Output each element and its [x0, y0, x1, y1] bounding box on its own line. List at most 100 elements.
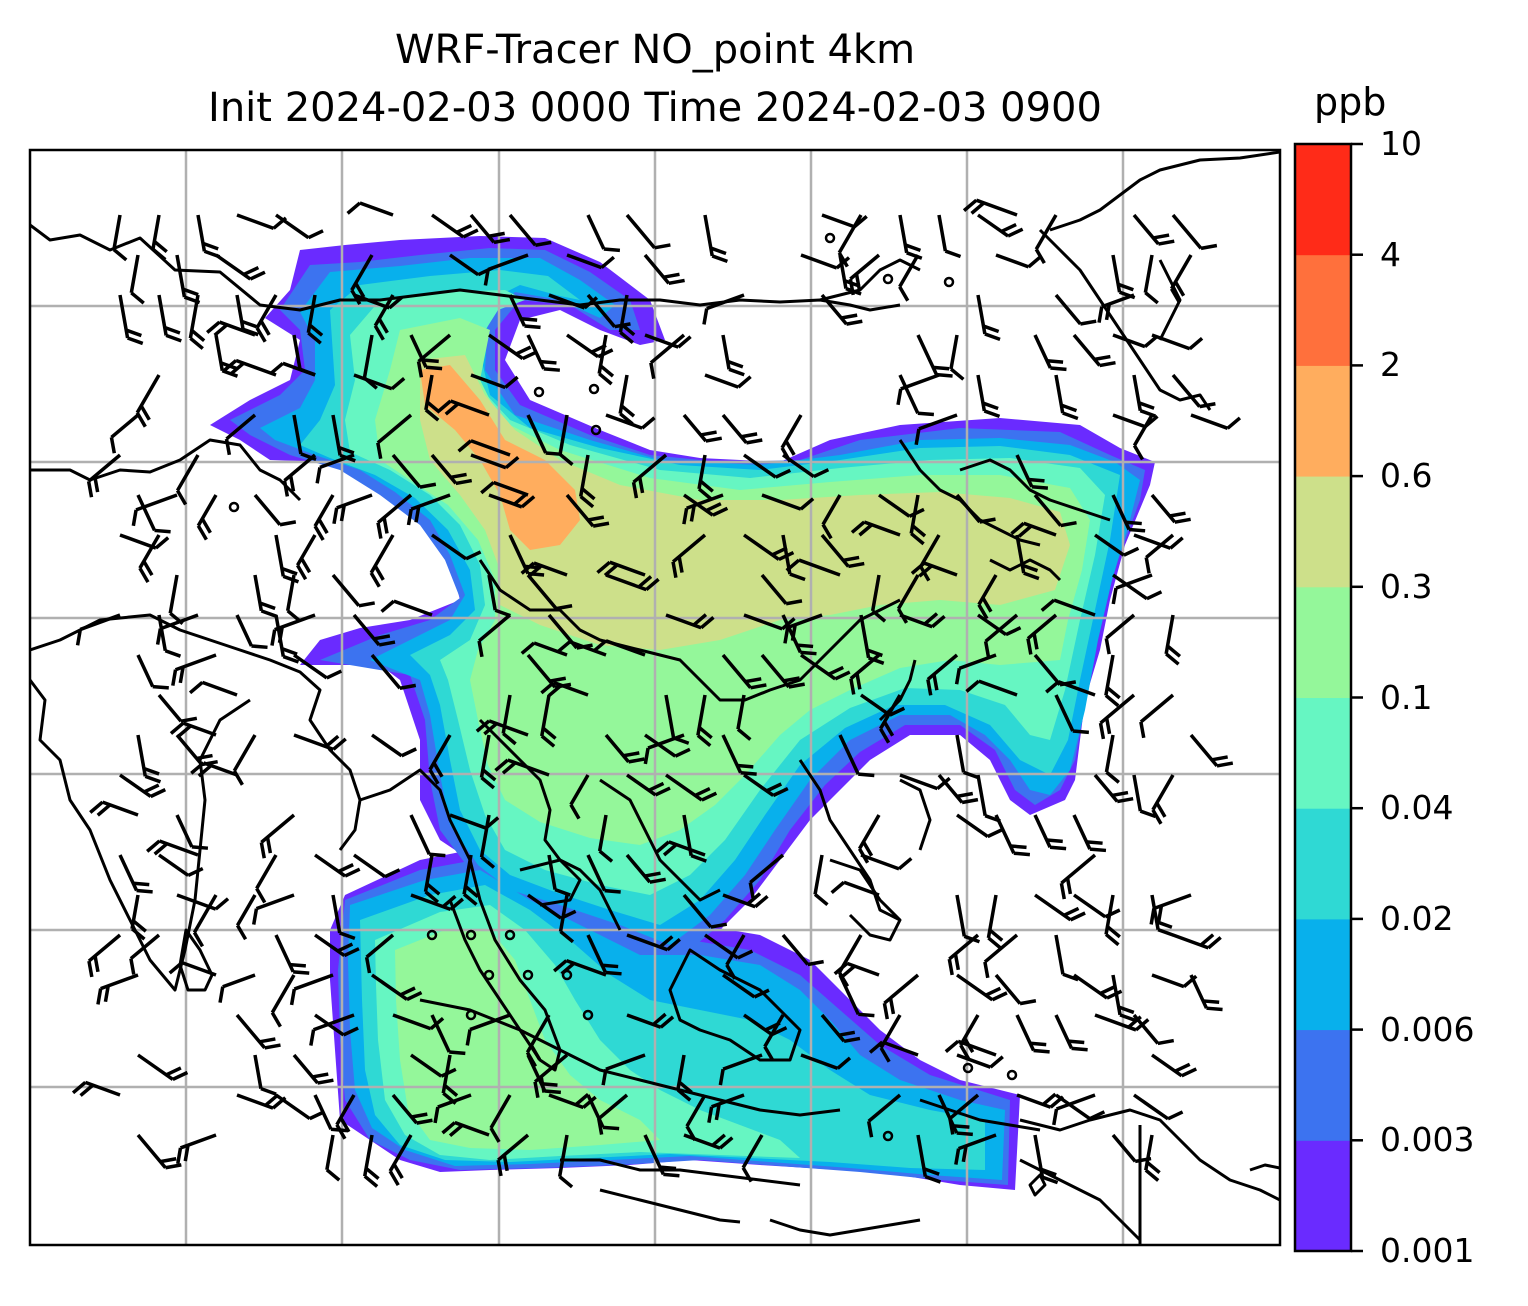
wind-barb [736, 694, 752, 741]
wind-barb [578, 454, 596, 509]
colorbar-tick-label: 10 [1380, 124, 1422, 163]
wind-barb [671, 533, 707, 578]
wind-barb [683, 1133, 734, 1150]
wind-barb [409, 334, 443, 371]
wind-barb [430, 453, 473, 486]
wind-barb [763, 1014, 785, 1062]
colorbar-tick-label: 0.6 [1380, 456, 1433, 496]
wind-barb [224, 413, 257, 456]
wind-barb [899, 773, 951, 791]
wind-barb [353, 373, 406, 391]
wind-barb [1054, 293, 1097, 326]
wind-barb [783, 613, 823, 644]
wind-barb [309, 1013, 355, 1046]
wind-barb [380, 599, 433, 617]
wind-barb [849, 653, 881, 695]
wind-barb [364, 933, 395, 974]
wind-barb [643, 1134, 680, 1178]
colorbar-tick-label: 0.1 [1380, 677, 1433, 717]
calm-wind-marker [962, 1062, 974, 1074]
wind-barb [157, 294, 182, 343]
wind-barb [596, 560, 646, 577]
wind-barb [352, 853, 401, 879]
wind-barb [722, 892, 769, 909]
wind-barb [721, 734, 757, 776]
wind-barb [1026, 613, 1058, 655]
wind-barb [1054, 694, 1090, 735]
wind-barb [430, 533, 482, 561]
wind-barb [631, 453, 668, 499]
wind-barb [1045, 680, 1096, 697]
wind-barb [313, 933, 360, 958]
wind-barb [190, 761, 238, 778]
wind-barb [916, 334, 953, 378]
wind-barb [188, 680, 238, 697]
wind-barb [1190, 413, 1242, 430]
calm-wind-marker [588, 383, 600, 395]
wind-barb [896, 373, 940, 406]
wind-barb [859, 693, 906, 717]
wind-barb [781, 614, 817, 656]
wind-barb [1054, 374, 1079, 421]
wind-barb [157, 853, 204, 878]
wind-barb [292, 1053, 334, 1085]
wind-barb [1072, 814, 1107, 853]
wind-barb [494, 758, 550, 777]
colorbar-swatch [1295, 1029, 1351, 1141]
wind-barb [899, 612, 946, 629]
wind-barb [625, 213, 671, 250]
coastline-segment [798, 759, 901, 922]
calm-wind-marker [824, 232, 836, 244]
coastline-segment [30, 613, 362, 851]
wind-barb [962, 198, 1018, 217]
calm-wind-marker [943, 276, 955, 288]
plot-title-line2: Init 2024-02-03 0000 Time 2024-02-03 090… [208, 85, 1102, 131]
wind-barb [799, 653, 851, 681]
wind-barb [813, 854, 829, 907]
wind-barb [664, 773, 718, 802]
wind-barb [597, 334, 615, 386]
wind-barb [800, 1053, 852, 1070]
wind-barb [761, 493, 815, 511]
wind-barb [781, 453, 830, 479]
wind-barb [707, 1093, 745, 1123]
wind-barb [994, 973, 1037, 1006]
calm-wind-marker [465, 929, 477, 941]
colorbar-swatch [1295, 586, 1351, 698]
wind-barb [1171, 213, 1218, 251]
wind-barb [363, 1134, 380, 1188]
wind-barb [976, 613, 1022, 637]
wind-barb [586, 214, 621, 253]
wind-barb [457, 439, 511, 457]
wind-barb [721, 413, 763, 445]
coastline-segment [560, 1158, 801, 1187]
wind-barb [833, 961, 880, 978]
wind-barb [1143, 254, 1159, 305]
wind-barb [604, 733, 645, 764]
wind-barb [157, 693, 198, 723]
wind-barb [643, 733, 685, 765]
wind-barb [1132, 414, 1154, 461]
wind-barb [1054, 934, 1079, 982]
wind-barb [605, 573, 660, 592]
calm-wind-marker [504, 929, 516, 941]
wind-barb [586, 934, 622, 976]
colorbar-tick-label: 0.001 [1380, 1231, 1475, 1270]
coastline-segment [1038, 228, 1212, 411]
wind-barb [157, 614, 182, 658]
wind-barb [1151, 973, 1198, 989]
coastline-segment [1019, 1158, 1142, 1242]
wind-barb [914, 413, 958, 446]
wind-barbs [71, 198, 1242, 1189]
wind-barb [1169, 254, 1193, 304]
calm-wind-marker [882, 273, 894, 285]
wind-barb [533, 1053, 569, 1098]
wind-barb [428, 734, 452, 785]
wind-barb [704, 373, 752, 389]
wind-barb [1139, 693, 1175, 739]
wind-barb [994, 814, 1031, 857]
wind-barb [441, 1120, 490, 1138]
wind-barb [274, 934, 310, 975]
wind-barb [235, 1013, 281, 1050]
wind-barb [118, 773, 167, 799]
